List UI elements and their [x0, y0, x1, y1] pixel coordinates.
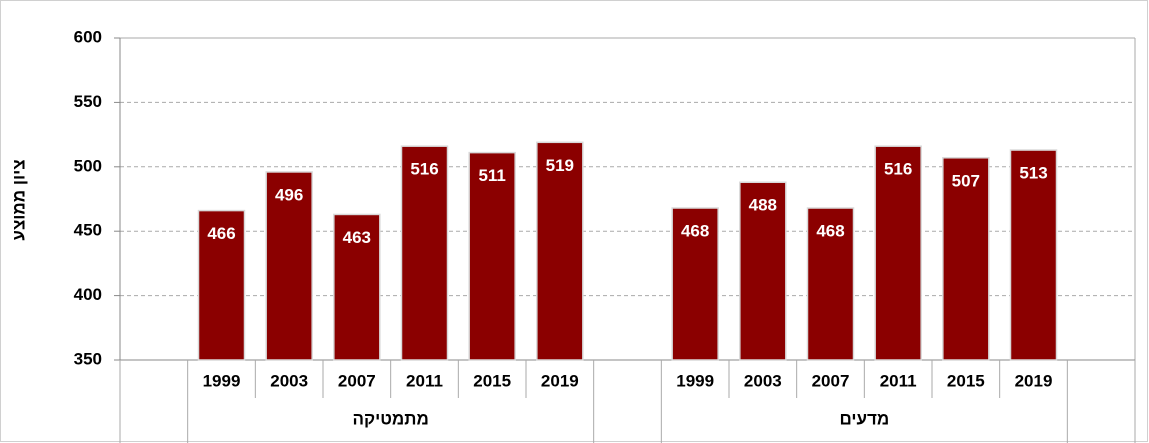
value-label: 488: [749, 196, 777, 215]
y-tick-label: 600: [74, 27, 102, 46]
x-tick-label: 2007: [338, 371, 376, 390]
bar: [536, 141, 584, 361]
value-label: 516: [410, 160, 438, 179]
y-tick-label: 350: [74, 349, 102, 368]
bar: [333, 213, 381, 361]
value-label: 511: [478, 166, 505, 185]
x-tick-label: 2015: [947, 371, 985, 390]
group-label: מדעים: [839, 409, 889, 428]
x-tick-label: 1999: [676, 371, 714, 390]
value-label: 507: [952, 171, 980, 190]
y-tick-label: 400: [74, 285, 102, 304]
y-tick-label: 550: [74, 92, 102, 111]
bar: [1009, 149, 1058, 361]
y-axis-title: ציון ממוצע: [9, 159, 28, 240]
value-label: 468: [816, 222, 844, 241]
value-label: 516: [884, 160, 912, 179]
value-label: 468: [681, 222, 709, 241]
bar: [671, 207, 719, 361]
x-tick-label: 2019: [541, 371, 579, 390]
bar: [197, 209, 246, 361]
x-tick-label: 2011: [406, 371, 443, 390]
bar: [400, 145, 449, 361]
x-tick-label: 2015: [473, 371, 511, 390]
bar: [942, 157, 990, 361]
value-label: 463: [343, 228, 371, 247]
y-tick-label: 450: [74, 221, 102, 240]
x-tick-label: 2003: [744, 371, 782, 390]
bar: [806, 207, 855, 361]
value-label: 466: [207, 224, 235, 243]
y-tick-label: 500: [74, 156, 102, 175]
x-tick-label: 2007: [812, 371, 850, 390]
bar: [468, 151, 516, 361]
value-label: 519: [546, 156, 574, 175]
value-label: 513: [1019, 164, 1047, 183]
x-tick-label: 2003: [270, 371, 308, 390]
x-tick-label: 2019: [1015, 371, 1053, 390]
x-tick-label: 1999: [203, 371, 241, 390]
value-label: 496: [275, 185, 303, 204]
x-tick-label: 2011: [880, 371, 917, 390]
bar: [739, 181, 787, 361]
bar: [265, 171, 313, 361]
bar: [874, 145, 922, 361]
group-label: מתמטיקה: [353, 409, 429, 428]
